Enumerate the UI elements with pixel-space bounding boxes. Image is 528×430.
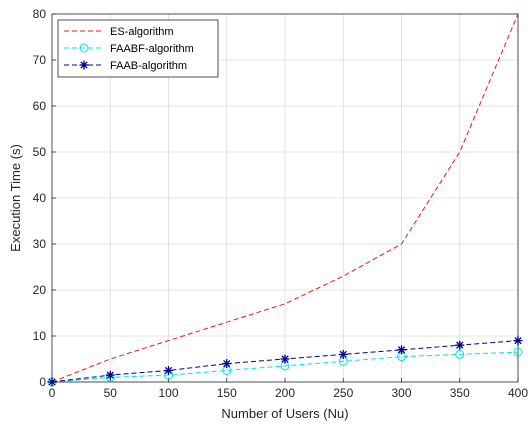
- x-tick-label-7: 350: [450, 386, 470, 400]
- legend: ES-algorithm FAABF-algorithm FAAB-algorith…: [57, 19, 219, 78]
- y-tick-label-1: 10: [33, 329, 47, 343]
- series-2-point-5-stroke-d2: [339, 350, 347, 359]
- series-line-0: [51, 13, 519, 383]
- x-tick-label-6: 300: [391, 386, 411, 400]
- y-tick-label-8: 80: [33, 7, 47, 21]
- series-2: [47, 336, 523, 387]
- series-2-point-4: [280, 354, 290, 364]
- x-tick-label-2: 100: [158, 386, 178, 400]
- series-2-point-7: [455, 340, 465, 350]
- series-line-1: [51, 351, 519, 383]
- series-2-point-4-stroke-d2: [281, 355, 289, 363]
- y-tick-label-0: 0: [39, 375, 46, 389]
- x-tick-label-3: 150: [217, 386, 237, 400]
- y-tick-label-3: 30: [33, 237, 47, 251]
- legend-marker-2-stroke-d2: [80, 61, 88, 69]
- series-2-point-0: [47, 377, 57, 387]
- legend-entry-1: FAABF-algorithm: [64, 43, 194, 55]
- series-2-point-7-stroke-d2: [456, 341, 464, 349]
- series-2-point-3: [222, 359, 232, 369]
- series-2-point-2-stroke-d2: [164, 366, 173, 375]
- series-1-point-8: [513, 347, 523, 357]
- y-tick-label-5: 50: [33, 145, 47, 159]
- series-2-point-5: [338, 349, 348, 359]
- legend-entry-2: FAAB-algorithm: [64, 60, 187, 72]
- x-tick-label-4: 200: [275, 386, 295, 400]
- x-tick-label-8: 400: [508, 386, 528, 400]
- legend-entry-0: ES-algorithm: [64, 26, 174, 38]
- x-tick-label-0: 0: [49, 386, 56, 400]
- x-axis-label: Number of Users (Nu): [221, 406, 348, 421]
- legend-marker-2: [79, 60, 89, 70]
- y-tick-label-2: 20: [33, 283, 47, 297]
- y-tick-labels: 0 10 20 30 40 50 60 70 80: [33, 7, 47, 389]
- series-2-point-8: [513, 336, 523, 346]
- x-tick-label-1: 50: [104, 386, 118, 400]
- legend-marker-1: [79, 43, 89, 53]
- series-2-point-6: [397, 345, 406, 355]
- series-1-point-7: [455, 349, 465, 359]
- series-2-point-3-stroke-d2: [223, 359, 231, 368]
- series-2-point-1: [105, 370, 115, 380]
- x-tick-labels: 0 50 100 150 200 250 300 350 400: [49, 386, 528, 400]
- y-tick-label-4: 40: [33, 191, 47, 205]
- series-0: [51, 13, 519, 383]
- legend-label-0: ES-algorithm: [110, 26, 174, 38]
- series-2-point-1-stroke-d2: [106, 371, 114, 379]
- series-2-point-6-stroke-d2: [397, 346, 406, 354]
- legend-label-2: FAAB-algorithm: [110, 60, 187, 72]
- series-2-point-8-stroke-d2: [514, 336, 522, 345]
- y-axis-label: Execution Time (s): [8, 144, 23, 252]
- x-tick-label-5: 250: [333, 386, 353, 400]
- y-tick-label-6: 60: [33, 99, 47, 113]
- series-2-point-0-stroke-d2: [48, 378, 56, 386]
- legend-label-1: FAABF-algorithm: [110, 43, 194, 55]
- series-2-point-2: [164, 366, 173, 375]
- series-layer: [47, 13, 523, 387]
- y-tick-label-7: 70: [33, 53, 47, 67]
